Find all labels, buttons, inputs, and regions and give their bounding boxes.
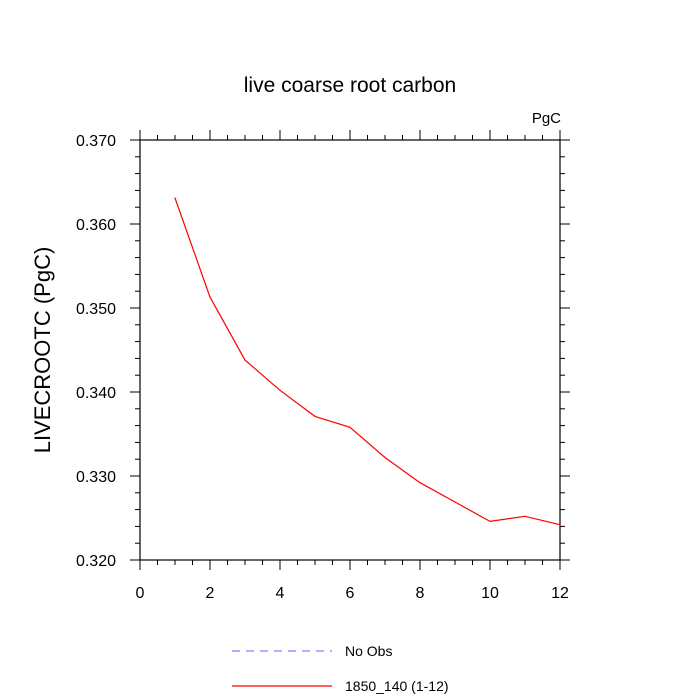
y-tick-label: 0.340 — [76, 385, 116, 402]
data-point — [419, 482, 421, 484]
data-point — [349, 426, 351, 428]
y-tick-label: 0.320 — [76, 553, 116, 570]
y-tick-label: 0.350 — [76, 301, 116, 318]
data-point — [384, 456, 386, 459]
data-point — [524, 515, 526, 517]
axis-ticks — [130, 130, 570, 570]
units-label: PgC — [532, 110, 561, 127]
x-tick-label: 10 — [481, 585, 499, 602]
data-point — [209, 296, 211, 298]
x-tick-label: 6 — [346, 585, 355, 602]
legend: No Obs 1850_140 (1-12) — [232, 643, 449, 694]
series-layer — [174, 197, 561, 526]
x-tick-label: 2 — [206, 585, 215, 602]
data-point — [279, 389, 281, 391]
y-tick-label: 0.360 — [76, 217, 116, 234]
data-point — [559, 524, 561, 526]
x-tick-label: 0 — [136, 585, 145, 602]
data-point — [244, 359, 246, 361]
data-point — [489, 520, 491, 522]
data-point — [174, 197, 176, 199]
tick-labels: 0 2 4 6 8 10 12 0.320 0.330 0.340 0.350 0.360 0.370 — [76, 133, 569, 602]
chart-title: live coarse root carbon — [244, 74, 456, 97]
data-point — [314, 415, 316, 417]
y-tick-label: 0.370 — [76, 133, 116, 150]
legend-label: No Obs — [345, 643, 392, 659]
series-line-1 — [174, 197, 561, 526]
plot-frame — [139, 139, 561, 561]
data-point — [454, 501, 456, 503]
x-tick-label: 12 — [551, 585, 569, 602]
legend-label: 1850_140 (1-12) — [345, 678, 449, 694]
y-axis-label: LIVECROOTC (PgC) — [30, 247, 55, 454]
x-tick-label: 4 — [276, 585, 285, 602]
x-tick-label: 8 — [416, 585, 425, 602]
y-tick-label: 0.330 — [76, 469, 116, 486]
